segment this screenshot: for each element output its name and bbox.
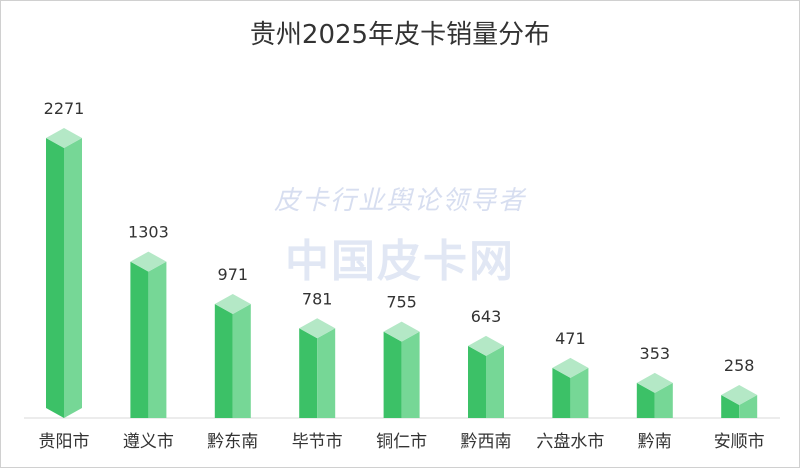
value-label-2: 1303 xyxy=(128,223,169,242)
bar-3-front xyxy=(214,304,233,418)
bar-2-side xyxy=(148,261,167,418)
bar-9-top xyxy=(721,385,758,406)
bar-7-top xyxy=(552,357,589,378)
category-label-1: 贵阳市 xyxy=(39,432,90,452)
bar-5 xyxy=(383,321,420,418)
bar-8-front xyxy=(636,382,655,418)
category-label-9: 安顺市 xyxy=(714,432,765,452)
value-label-1: 2271 xyxy=(44,99,85,118)
bar-1-front xyxy=(46,138,64,418)
bars-group xyxy=(46,128,758,418)
value-label-8: 353 xyxy=(640,344,671,363)
category-label-3: 黔东南 xyxy=(207,432,258,452)
chart-title: 贵州2025年皮卡销量分布 xyxy=(249,20,551,50)
bar-9-side xyxy=(739,395,758,418)
category-labels-group: 贵阳市 遵义市 黔东南 毕节市 铜仁市 黔西南 六盘水市 黔南 安顺市 xyxy=(39,432,765,452)
bar-6-top xyxy=(468,335,504,356)
value-label-7: 471 xyxy=(555,329,586,348)
value-label-5: 755 xyxy=(386,293,417,312)
bar-6-side xyxy=(486,345,504,418)
category-label-4: 毕节市 xyxy=(292,432,343,452)
bar-3 xyxy=(214,294,251,418)
bar-4 xyxy=(299,318,336,418)
category-label-2: 遵义市 xyxy=(123,432,174,452)
value-label-9: 258 xyxy=(724,356,755,375)
bar-4-top xyxy=(299,318,336,339)
bar-5-side xyxy=(401,331,420,418)
bar-3-side xyxy=(232,304,251,418)
bar-2-front xyxy=(130,261,149,418)
bar-4-front xyxy=(299,328,318,418)
bar-3-top xyxy=(214,294,251,315)
bar-5-top xyxy=(383,321,420,342)
value-label-4: 781 xyxy=(302,289,333,308)
category-label-5: 铜仁市 xyxy=(376,432,427,452)
category-label-6: 黔西南 xyxy=(461,432,512,452)
bar-1 xyxy=(46,128,82,418)
bar-1-side xyxy=(64,138,82,418)
category-label-8: 黔南 xyxy=(638,432,672,452)
bar-7 xyxy=(552,357,589,418)
bar-8 xyxy=(636,372,673,418)
bar-1-top xyxy=(46,128,82,148)
bar-7-side xyxy=(570,367,589,418)
value-label-6: 643 xyxy=(471,307,502,326)
bar-7-front xyxy=(552,367,571,418)
category-label-7: 六盘水市 xyxy=(536,432,604,452)
bar-6 xyxy=(468,335,504,418)
bar-2-top xyxy=(130,251,167,272)
bar-9-front xyxy=(721,395,740,418)
value-label-3: 971 xyxy=(218,265,249,284)
value-labels-group: 2271 1303 971 781 755 643 471 353 258 xyxy=(44,99,755,375)
bar-9 xyxy=(721,385,758,418)
bar-2 xyxy=(130,251,167,418)
bar-6-front xyxy=(468,345,486,418)
bar-5-front xyxy=(383,331,402,418)
bar-8-side xyxy=(654,382,673,418)
bar-4-side xyxy=(317,328,336,418)
bar-8-top xyxy=(636,372,673,393)
